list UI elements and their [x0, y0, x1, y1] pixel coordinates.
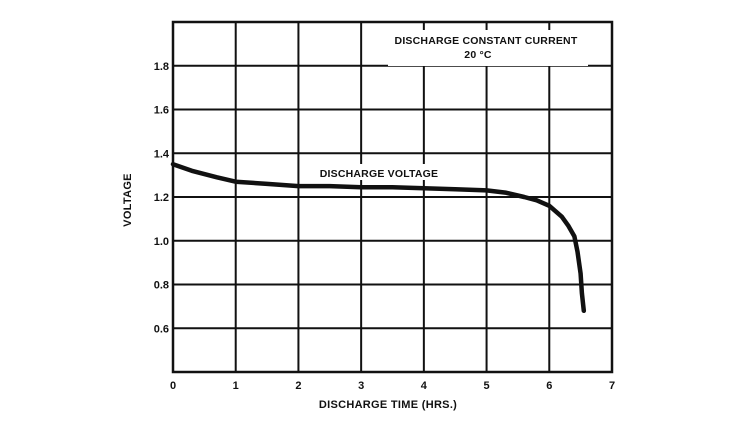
x-tick-label: 2 [295, 380, 301, 392]
x-tick-label: 7 [609, 380, 615, 392]
y-tick-label: 1.8 [154, 61, 169, 73]
series-label-discharge-voltage: DISCHARGE VOLTAGE [320, 168, 439, 180]
y-tick-label: 1.4 [154, 148, 170, 160]
series-label-background [316, 164, 442, 180]
y-tick-label: 1.2 [154, 192, 169, 204]
series-line-discharge-voltage [170, 161, 587, 314]
x-tick-label: 5 [484, 380, 490, 392]
y-tick-label: 0.8 [154, 280, 169, 292]
tick-labels: 0 1 2 3 4 5 6 7 0.6 0.8 1.0 1.2 1.4 1.6 1.8 [154, 61, 615, 392]
y-tick-label: 1.6 [154, 105, 169, 117]
x-tick-label: 4 [421, 380, 428, 392]
y-tick-label: 1.0 [154, 236, 169, 248]
x-tick-label: 3 [358, 380, 364, 392]
x-tick-label: 6 [546, 380, 552, 392]
grid [173, 22, 612, 372]
annotation-line-2: 20 °C [464, 49, 492, 61]
y-tick-label: 0.6 [154, 323, 169, 335]
x-axis-title: DISCHARGE TIME (HRS.) [319, 399, 457, 411]
series-layer [170, 161, 587, 314]
y-axis-title: VOLTAGE [122, 173, 134, 227]
plot-frame [171, 20, 614, 374]
x-tick-label: 0 [170, 380, 176, 392]
annotation-line-1: DISCHARGE CONSTANT CURRENT [395, 35, 578, 47]
x-tick-label: 1 [233, 380, 239, 392]
annotation-background [388, 30, 588, 66]
plot-border [171, 20, 614, 374]
